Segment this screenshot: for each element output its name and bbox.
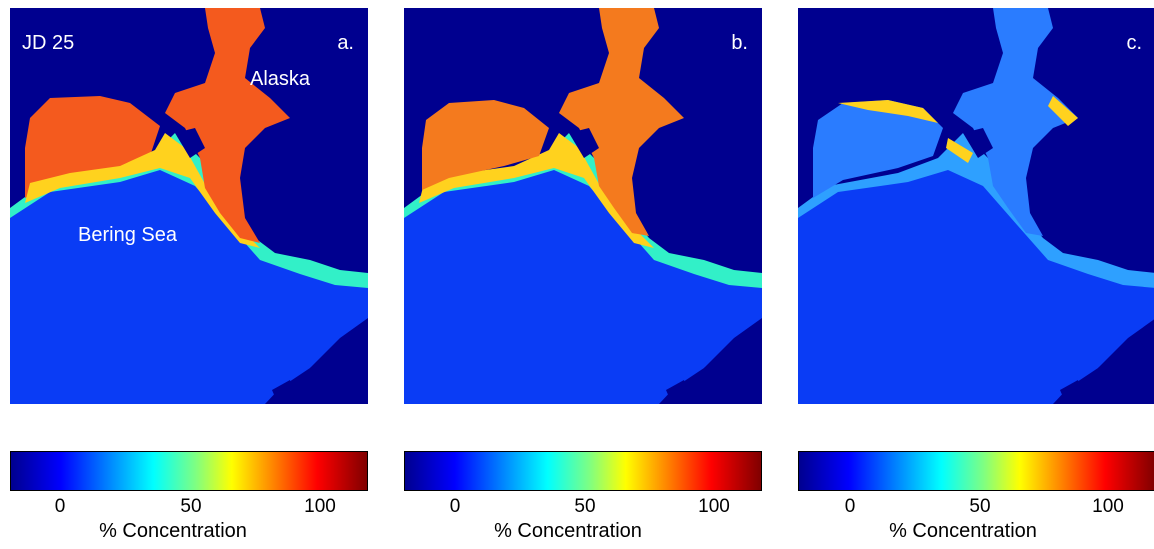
colorbar-a	[10, 451, 368, 491]
map-panel-a: JD 25 a. Alaska Bering Sea	[10, 8, 368, 404]
colorbar-tick-50: 50	[180, 496, 202, 517]
panel-label-b: b.	[731, 32, 748, 54]
map-panel-c: c.	[798, 8, 1154, 404]
colorbar-tick-50: 50	[969, 496, 991, 517]
colorbar-c	[798, 451, 1154, 491]
colorbar-tick-100: 100	[1092, 496, 1124, 517]
colorbar-title: % Concentration	[889, 520, 1037, 542]
colorbar-tick-100: 100	[698, 496, 730, 517]
panel-label-a: a.	[337, 32, 354, 54]
colorbar-tick-0: 0	[449, 496, 461, 517]
date-label: JD 25	[22, 32, 75, 54]
place-label-alaska: Alaska	[250, 68, 311, 90]
ice-concentration-map-c	[798, 8, 1154, 404]
ice-concentration-map-b	[404, 8, 762, 404]
colorbar-tick-100: 100	[304, 496, 336, 517]
ice-concentration-map-a	[10, 8, 368, 404]
colorbar-b	[404, 451, 762, 491]
place-label-bering-sea: Bering Sea	[78, 224, 177, 246]
colorbar-tick-50: 50	[574, 496, 596, 517]
map-panel-b: b.	[404, 8, 762, 404]
colorbar-tick-0: 0	[844, 496, 856, 517]
colorbar-title: % Concentration	[494, 520, 642, 542]
colorbar-tick-0: 0	[54, 496, 66, 517]
panel-label-c: c.	[1126, 32, 1142, 54]
colorbar-title: % Concentration	[99, 520, 247, 542]
